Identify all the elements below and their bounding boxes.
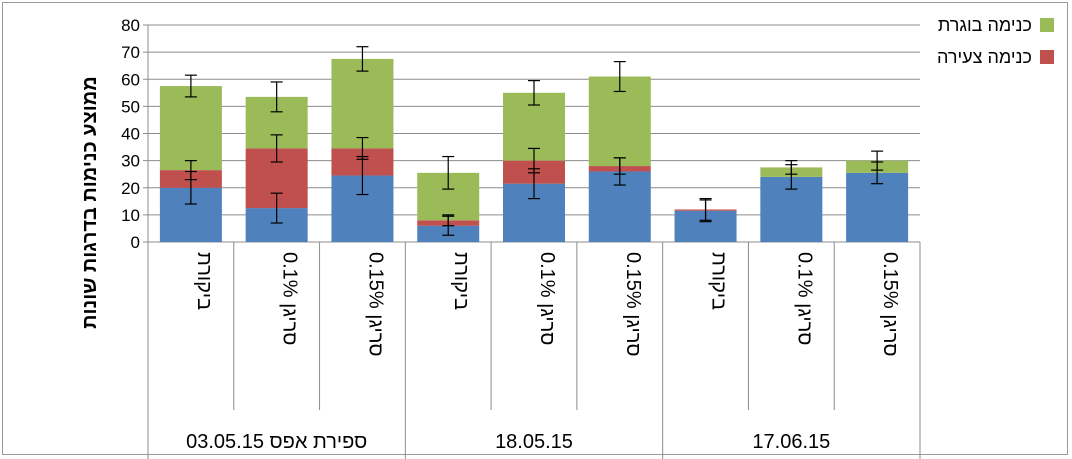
- legend-label: כנימה צעירה: [937, 47, 1032, 67]
- y-axis-title: ממוצע כנימות בדרגות שונות: [79, 76, 101, 329]
- y-tick-label: 60: [121, 70, 140, 89]
- x-category-label: ביקורת: [193, 252, 215, 310]
- legend-swatch: [1040, 18, 1054, 32]
- y-tick-label: 0: [131, 233, 140, 252]
- x-category-label: 0.1% סריגן: [793, 252, 815, 345]
- x-category-label: ביקורת: [450, 252, 472, 310]
- x-category-label: ביקורת: [708, 252, 730, 310]
- x-category-label: 0.15% סריגן: [879, 252, 901, 357]
- x-category-label: 0.15% סריגן: [622, 252, 644, 357]
- bar-segment: [159, 86, 222, 171]
- y-tick-label: 50: [121, 97, 140, 116]
- x-category-label: 0.1% סריגן: [536, 252, 558, 345]
- x-category-label: 0.15% סריגן: [364, 252, 386, 357]
- bar-segment: [846, 172, 909, 242]
- x-group-label: 17.06.15: [752, 431, 830, 453]
- y-tick-label: 20: [121, 179, 140, 198]
- x-group-label: 03.05.15 ספירת אפס: [186, 431, 367, 453]
- legend-label: כנימה בוגרת: [938, 15, 1032, 35]
- bar-segment: [331, 58, 394, 149]
- y-tick-label: 80: [121, 16, 140, 35]
- y-tick-label: 70: [121, 43, 140, 62]
- y-tick-label: 40: [121, 125, 140, 144]
- x-group-label: 18.05.15: [495, 431, 573, 453]
- y-tick-label: 10: [121, 206, 140, 225]
- legend-swatch: [1040, 50, 1054, 64]
- x-category-label: 0.1% סריגן: [279, 252, 301, 345]
- y-tick-label: 30: [121, 152, 140, 171]
